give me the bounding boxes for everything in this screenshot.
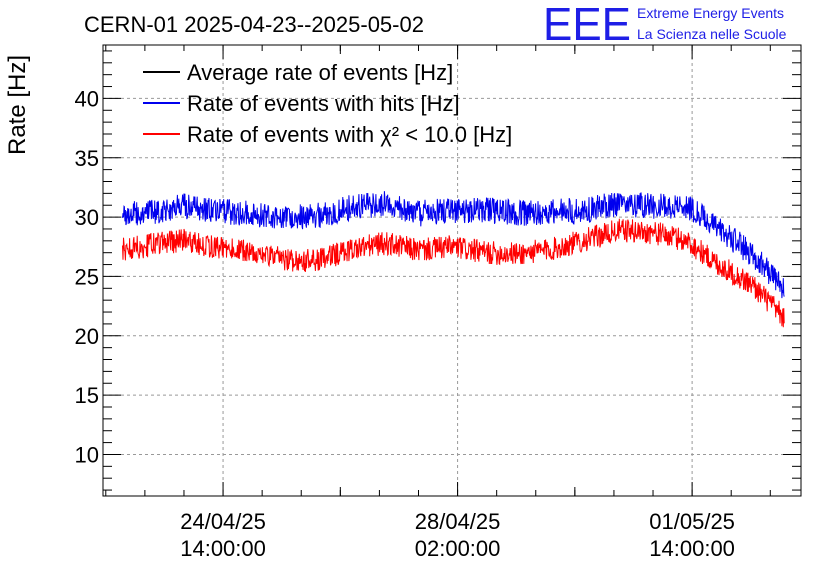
series-layer — [122, 191, 785, 328]
x-tick-label: 02:00:00 — [415, 536, 501, 561]
y-tick-label: 40 — [75, 86, 99, 111]
chart-title: CERN-01 2025-04-23--2025-05-02 — [84, 12, 424, 37]
y-tick-label: 10 — [75, 442, 99, 467]
legend-label: Average rate of events [Hz] — [187, 60, 453, 85]
eee-logo: EEE Extreme Energy Events La Scienza nel… — [543, 0, 787, 50]
y-tick-label: 30 — [75, 205, 99, 230]
series-line-2 — [122, 218, 785, 328]
x-tick-label: 14:00:00 — [180, 536, 266, 561]
logo-mark: EEE — [543, 0, 631, 50]
y-tick-label: 25 — [75, 264, 99, 289]
x-tick-label: 01/05/25 — [649, 509, 735, 534]
logo-line-2: La Scienza nelle Scuole — [637, 26, 787, 42]
axes: 1015202530354024/04/2514:00:0028/04/2502… — [75, 45, 801, 561]
legend-label: Rate of events with hits [Hz] — [187, 91, 460, 116]
x-tick-label: 14:00:00 — [649, 536, 735, 561]
y-tick-label: 15 — [75, 383, 99, 408]
plot-frame — [102, 44, 802, 497]
series-line-1 — [122, 191, 785, 299]
y-axis-label: Rate [Hz] — [4, 55, 31, 155]
grid — [103, 45, 801, 496]
legend-label: Rate of events with χ² < 10.0 [Hz] — [187, 122, 512, 147]
logo-line-1: Extreme Energy Events — [637, 5, 784, 21]
y-tick-label: 35 — [75, 146, 99, 171]
x-tick-label: 28/04/25 — [415, 509, 501, 534]
y-tick-label: 20 — [75, 324, 99, 349]
x-tick-label: 24/04/25 — [180, 509, 266, 534]
legend: Average rate of events [Hz] Rate of event… — [143, 60, 512, 147]
